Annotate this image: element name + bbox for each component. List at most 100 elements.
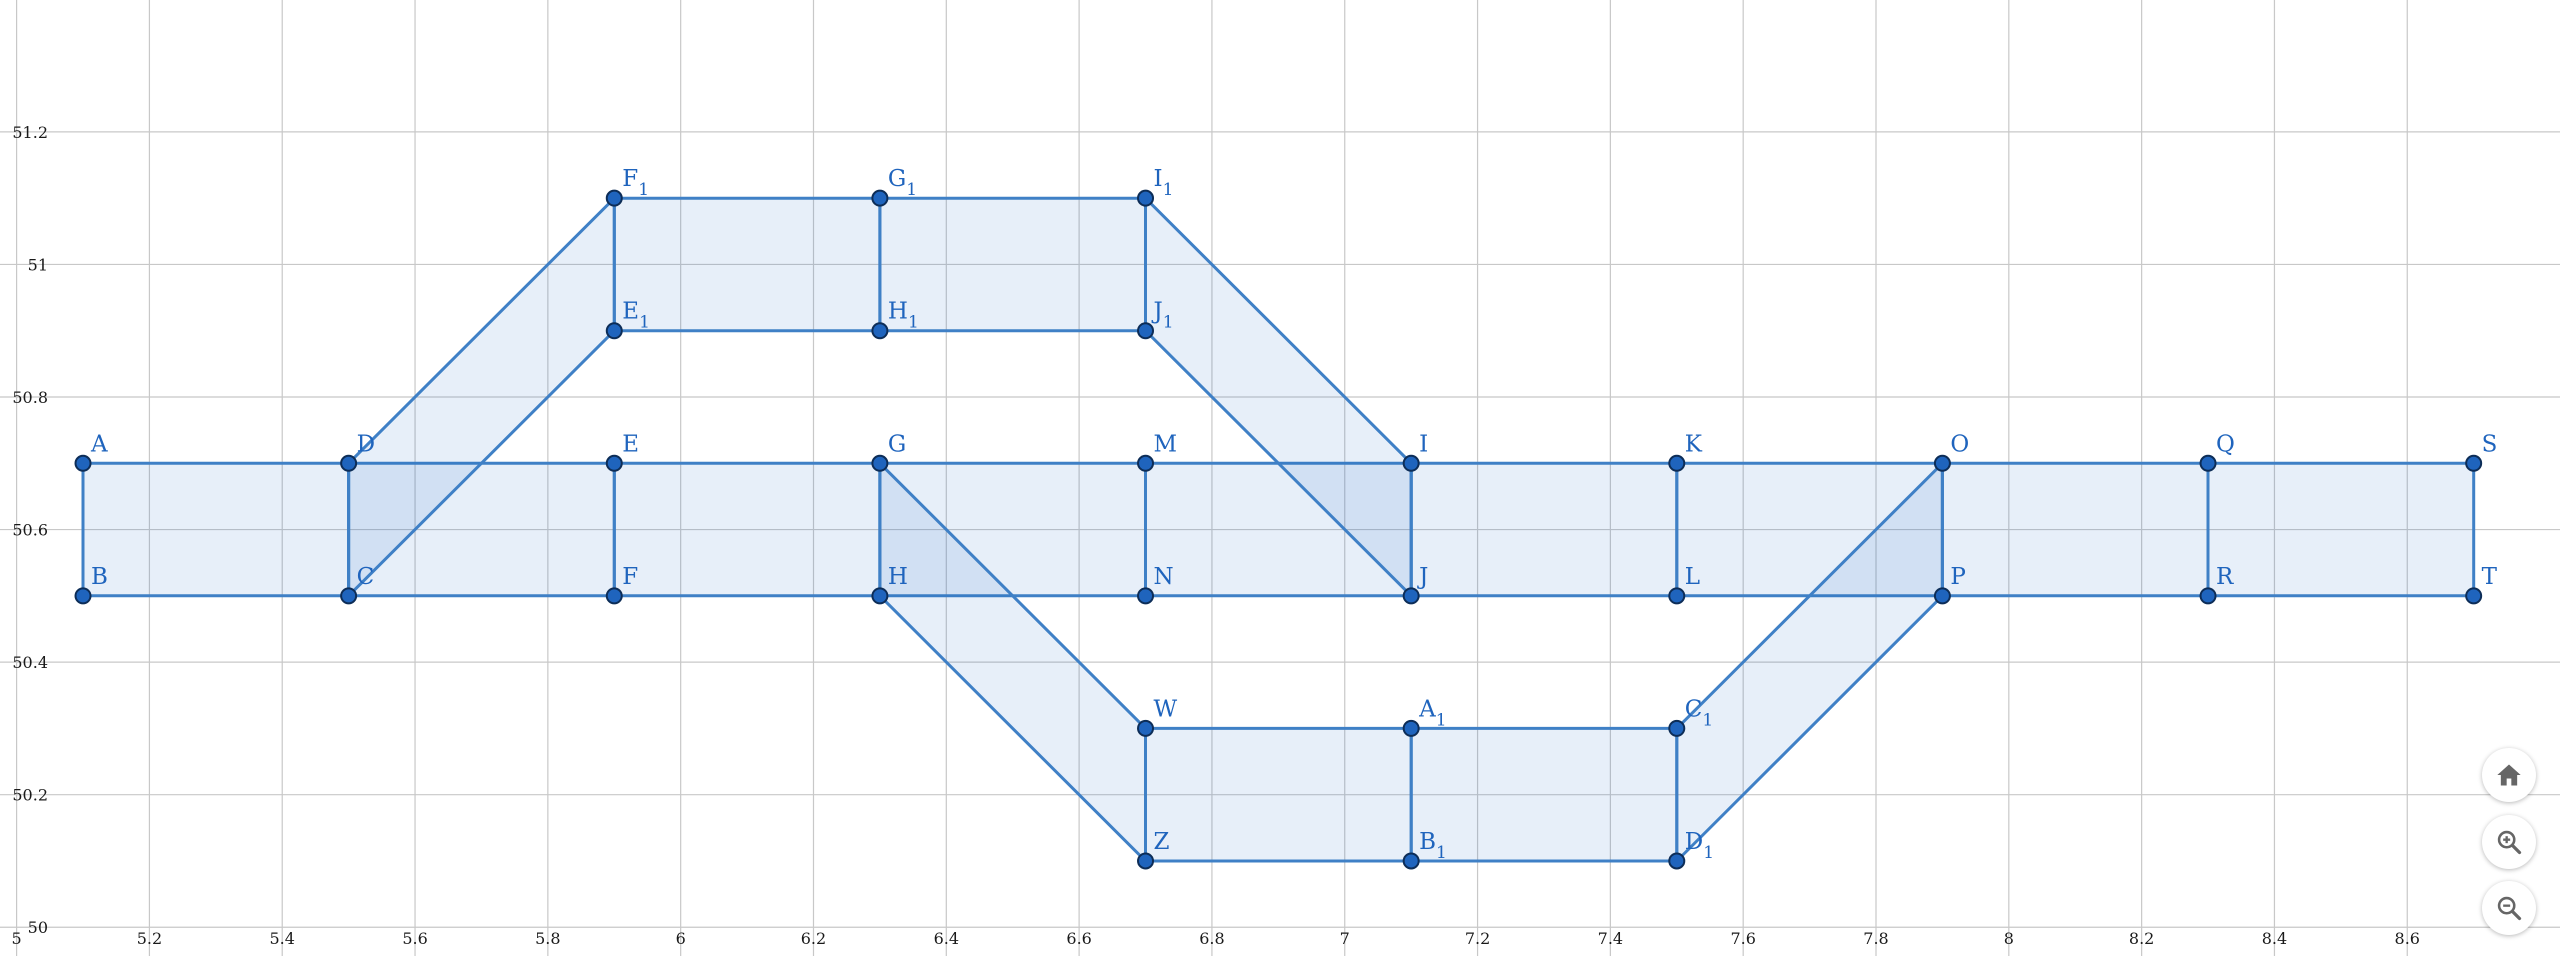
point-s[interactable] — [2465, 454, 2483, 472]
point-label-subscript: 1 — [1436, 843, 1447, 863]
point-w[interactable] — [1137, 719, 1155, 737]
point-label-i1: I1 — [1154, 166, 1174, 200]
point-label-subscript: 1 — [1703, 843, 1714, 863]
x-tick-label: 7.8 — [1863, 929, 1888, 948]
point-b[interactable] — [74, 587, 92, 605]
point-i1[interactable] — [1137, 189, 1155, 207]
point-i[interactable] — [1402, 454, 1420, 472]
point-q[interactable] — [2199, 454, 2217, 472]
point-label-f: F — [622, 564, 638, 590]
zoom-in-icon — [2497, 830, 2522, 855]
point-label-r: R — [2216, 564, 2234, 590]
quadrilateral-3[interactable] — [612, 461, 882, 598]
point-label-name: I — [1419, 431, 1428, 457]
point-label-g1: G1 — [888, 166, 917, 200]
point-p[interactable] — [1933, 587, 1951, 605]
point-t[interactable] — [2465, 587, 2483, 605]
point-label-name: Q — [2216, 431, 2235, 457]
zoom-out-button[interactable] — [2482, 881, 2536, 935]
point-label-l: L — [1685, 564, 1700, 590]
point-a1[interactable] — [1402, 719, 1420, 737]
point-n[interactable] — [1137, 587, 1155, 605]
point-o[interactable] — [1933, 454, 1951, 472]
point-m[interactable] — [1137, 454, 1155, 472]
point-z[interactable] — [1137, 852, 1155, 870]
point-g[interactable] — [871, 454, 889, 472]
point-label-t: T — [2482, 564, 2498, 590]
point-c[interactable] — [340, 587, 358, 605]
point-label-s: S — [2482, 431, 2498, 457]
point-label-name: K — [1685, 431, 1703, 457]
point-e1[interactable] — [605, 322, 623, 340]
home-icon — [2497, 764, 2521, 786]
point-label-d1: D1 — [1685, 829, 1714, 863]
home-button[interactable] — [2482, 748, 2536, 802]
point-label-j1: J1 — [1152, 299, 1174, 333]
x-tick-label: 5.8 — [535, 929, 560, 948]
zoom-in-button[interactable] — [2482, 815, 2536, 869]
point-label-z: Z — [1154, 829, 1170, 855]
point-f[interactable] — [605, 587, 623, 605]
point-label-subscript: 1 — [638, 180, 649, 200]
point-l[interactable] — [1668, 587, 1686, 605]
point-e[interactable] — [605, 454, 623, 472]
point-label-h1: H1 — [888, 299, 919, 333]
point-label-name: C — [1685, 696, 1703, 722]
point-label-f1: F1 — [622, 166, 649, 200]
point-label-name: P — [1950, 564, 1965, 590]
point-label-subscript: 1 — [1436, 710, 1447, 730]
point-j1[interactable] — [1137, 322, 1155, 340]
point-c1[interactable] — [1668, 719, 1686, 737]
point-label-subscript: 1 — [1163, 313, 1174, 333]
point-labels: ABDCEFGHMNIJKLOPQRSTF1E1G1H1I1J1WZA1B1C1… — [90, 166, 2498, 863]
point-f1[interactable] — [605, 189, 623, 207]
quadrilateral-8[interactable] — [1940, 461, 2210, 598]
tick-labels: 5 5.2 5.4 5.6 5.8 6 6.2 6.4 6.6 6.8 7 7.2 7.4 7.6 7.8 8… — [12, 123, 2420, 948]
point-label-b1: B1 — [1419, 829, 1447, 863]
point-h1[interactable] — [871, 322, 889, 340]
point-label-subscript: 1 — [906, 180, 917, 200]
point-label-subscript: 1 — [908, 313, 919, 333]
quadrilateral-15[interactable] — [1144, 726, 1413, 863]
point-label-d: D — [357, 431, 375, 457]
point-label-name: L — [1685, 564, 1700, 590]
point-label-name: J — [1152, 299, 1163, 325]
y-tick-label: 50.4 — [12, 653, 48, 672]
point-label-m: M — [1154, 431, 1178, 457]
y-tick-label: 50 — [28, 918, 48, 937]
points — [74, 189, 2483, 870]
point-r[interactable] — [2199, 587, 2217, 605]
point-k[interactable] — [1668, 454, 1686, 472]
quadrilateral-1[interactable] — [81, 461, 351, 598]
point-label-e1: E1 — [622, 299, 650, 333]
point-label-name: A — [1418, 696, 1436, 722]
x-tick-label: 8 — [2004, 929, 2014, 948]
point-label-name: O — [1950, 431, 1969, 457]
point-g1[interactable] — [871, 189, 889, 207]
x-tick-label: 8.4 — [2262, 929, 2287, 948]
point-d1[interactable] — [1668, 852, 1686, 870]
quadrilateral-11[interactable] — [612, 196, 882, 333]
point-label-name: D — [1685, 829, 1703, 855]
point-a[interactable] — [74, 454, 92, 472]
quadrilateral-16[interactable] — [1409, 726, 1679, 863]
point-label-name: F — [622, 564, 638, 590]
point-d[interactable] — [340, 454, 358, 472]
quadrilateral-6[interactable] — [1409, 461, 1679, 598]
point-label-name: J — [1417, 564, 1428, 590]
x-tick-label: 7 — [1340, 929, 1350, 948]
point-b1[interactable] — [1402, 852, 1420, 870]
x-tick-label: 6.2 — [801, 929, 826, 948]
point-h[interactable] — [871, 587, 889, 605]
point-j[interactable] — [1402, 587, 1420, 605]
point-label-p: P — [1950, 564, 1965, 590]
point-label-name: G — [888, 431, 906, 457]
x-tick-label: 6.6 — [1066, 929, 1091, 948]
point-label-a1: A1 — [1418, 696, 1446, 730]
quadrilateral-9[interactable] — [2206, 461, 2476, 598]
point-label-subscript: 1 — [1163, 180, 1174, 200]
point-label-name: G — [888, 166, 906, 192]
quadrilateral-12[interactable] — [878, 196, 1147, 333]
point-label-name: H — [888, 299, 908, 325]
